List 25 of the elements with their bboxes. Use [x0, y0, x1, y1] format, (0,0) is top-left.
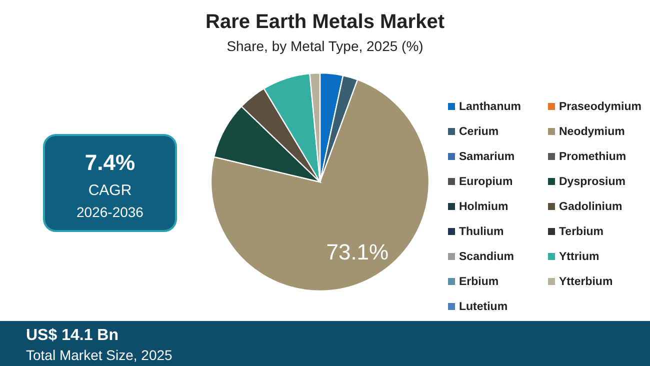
text: 2026-2036: [76, 204, 144, 220]
legend-label: Thulium: [459, 226, 504, 238]
chart-title: Rare Earth Metals Market: [206, 11, 445, 33]
legend-label: Gadolinium: [559, 201, 622, 213]
legend-label: Yttrium: [559, 251, 600, 263]
legend-label: Scandium: [459, 251, 514, 263]
legend-label: Erbium: [459, 276, 499, 288]
legend-label: Terbium: [559, 226, 604, 238]
legend-label: Dysprosium: [559, 176, 626, 188]
text: US$ 14.1 Bn: [26, 327, 118, 344]
legend-label: Cerium: [459, 126, 499, 138]
legend-label: Lanthanum: [459, 101, 521, 113]
legend-label: Lutetium: [459, 301, 508, 313]
legend-label: Praseodymium: [559, 101, 642, 113]
legend-label: Neodymium: [559, 126, 625, 138]
legend-label: Holmium: [459, 201, 508, 213]
legend-label: Samarium: [459, 151, 515, 163]
text: 7.4%: [84, 150, 136, 175]
data-label: 73.1%: [326, 240, 389, 265]
legend-label: Europium: [459, 176, 513, 188]
text: CAGR: [88, 182, 132, 199]
chart-subtitle: Share, by Metal Type, 2025 (%): [226, 38, 424, 54]
legend-label: Ytterbium: [559, 276, 613, 288]
text: Total Market Size, 2025: [26, 347, 173, 363]
legend-label: Promethium: [559, 151, 626, 163]
